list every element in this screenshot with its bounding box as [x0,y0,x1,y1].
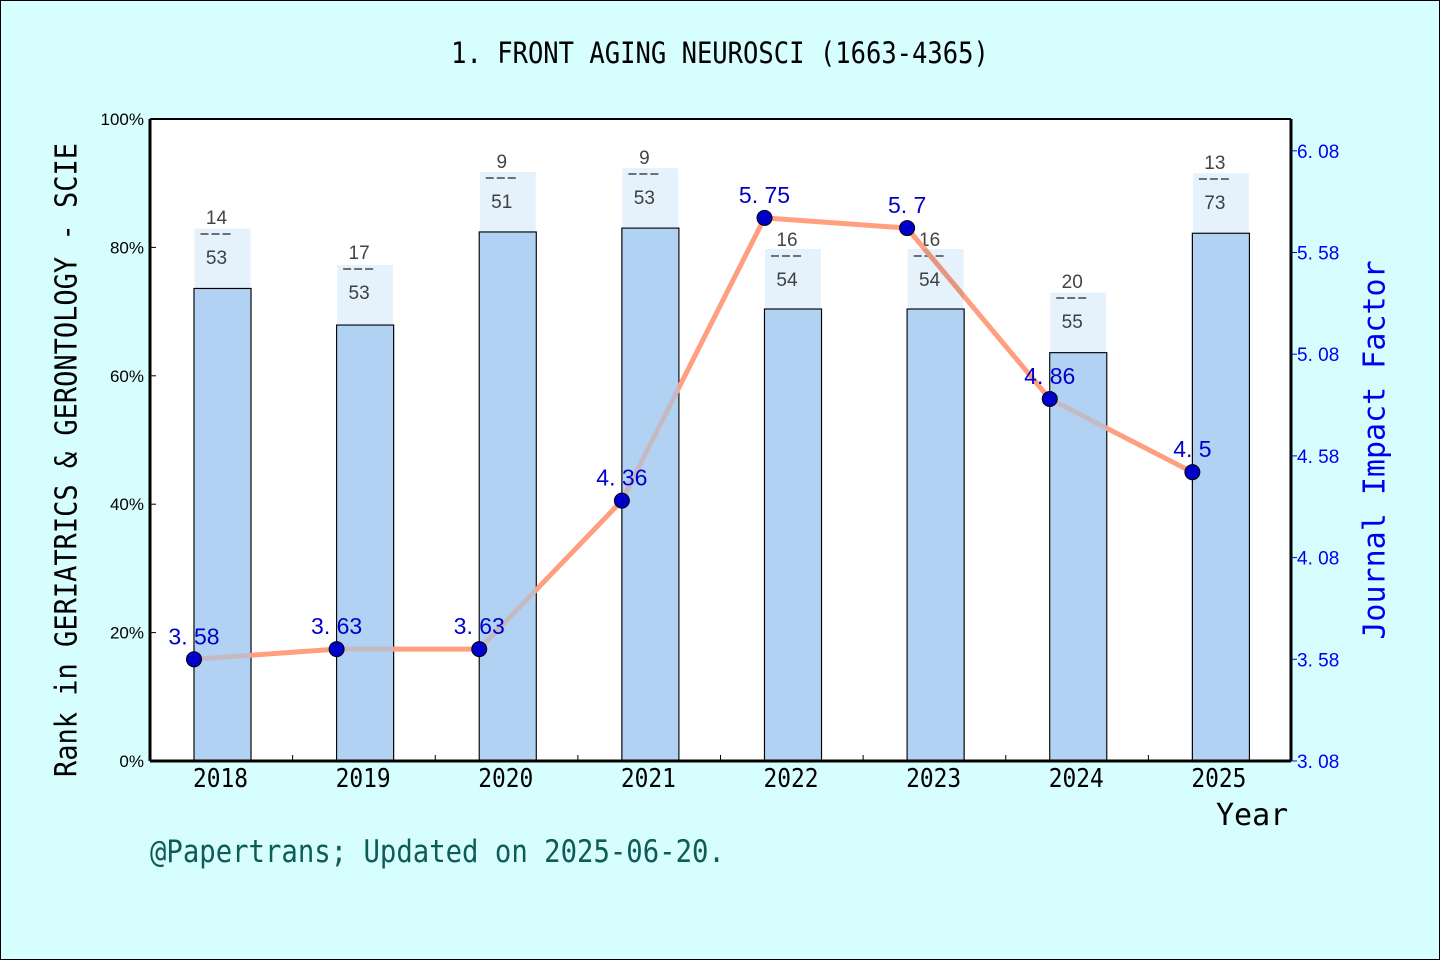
y-left-tick-label: 0% [119,752,144,771]
y-left-tick-label: 60% [110,367,144,386]
y-right-tick-label: 3. 08 [1297,752,1339,773]
y-right-tick-label: 5. 58 [1297,244,1339,265]
y-right-tick-label: 4. 08 [1297,549,1339,570]
chart-title: 1. FRONT AGING NEUROSCI (1663-4365) [451,36,989,70]
impact-factor-marker-2023 [899,220,916,237]
rank-label-numerator: 13 [1204,153,1225,174]
y-axis-left-label: Rank in GERIATRICS & GERONTOLOGY - SCIE [49,143,85,777]
x-axis-label: Year [1216,798,1289,833]
rank-label-numerator: 20 [1062,272,1083,293]
rank-label-numerator: 14 [206,208,228,229]
bar-tint [337,265,394,760]
bar-tint [194,228,251,760]
rank-label-numerator: 9 [639,148,650,169]
rank-label-numerator: 16 [776,230,797,251]
bar-tint [622,168,679,760]
y-axis-right-label: Journal Impact Factor [1357,260,1393,640]
x-tick-label-2020: 2020 [478,763,533,794]
impact-factor-label-2023: 5. 7 [888,192,926,218]
y-right-tick-label: 4. 58 [1297,447,1339,468]
x-tick-label-2021: 2021 [621,763,676,794]
footer-credit: @Papertrans; Updated on 2025-06-20. [150,834,725,870]
rank-label-numerator: 17 [349,243,370,264]
x-tick-label-2023: 2023 [906,763,961,794]
y-left-tick-label: 100% [101,110,144,129]
bar-tint [479,171,536,760]
y-right-tick-label: 6. 08 [1297,142,1339,163]
y-right-tick-label: 5. 08 [1297,345,1339,366]
bar-tint [907,249,964,760]
x-tick-label-2024: 2024 [1049,763,1104,794]
impact-factor-label-2022: 5. 75 [739,182,790,208]
x-tick-label-2025: 2025 [1191,763,1246,794]
y-left-tick-label: 80% [110,238,144,257]
bar-tint [1192,173,1249,760]
x-tick-label-2019: 2019 [336,763,391,794]
x-tick-label-2022: 2022 [763,763,818,794]
bar-tint [765,249,821,760]
y-left-tick-label: 20% [110,624,144,643]
bar-tint [1050,292,1107,760]
y-right-tick-label: 3. 58 [1297,650,1339,671]
y-left-tick-label: 40% [110,495,144,514]
plot-area [150,119,1291,761]
x-tick-label-2018: 2018 [193,763,248,794]
impact-factor-marker-2022 [756,209,773,226]
rank-label-numerator: 9 [496,152,507,173]
